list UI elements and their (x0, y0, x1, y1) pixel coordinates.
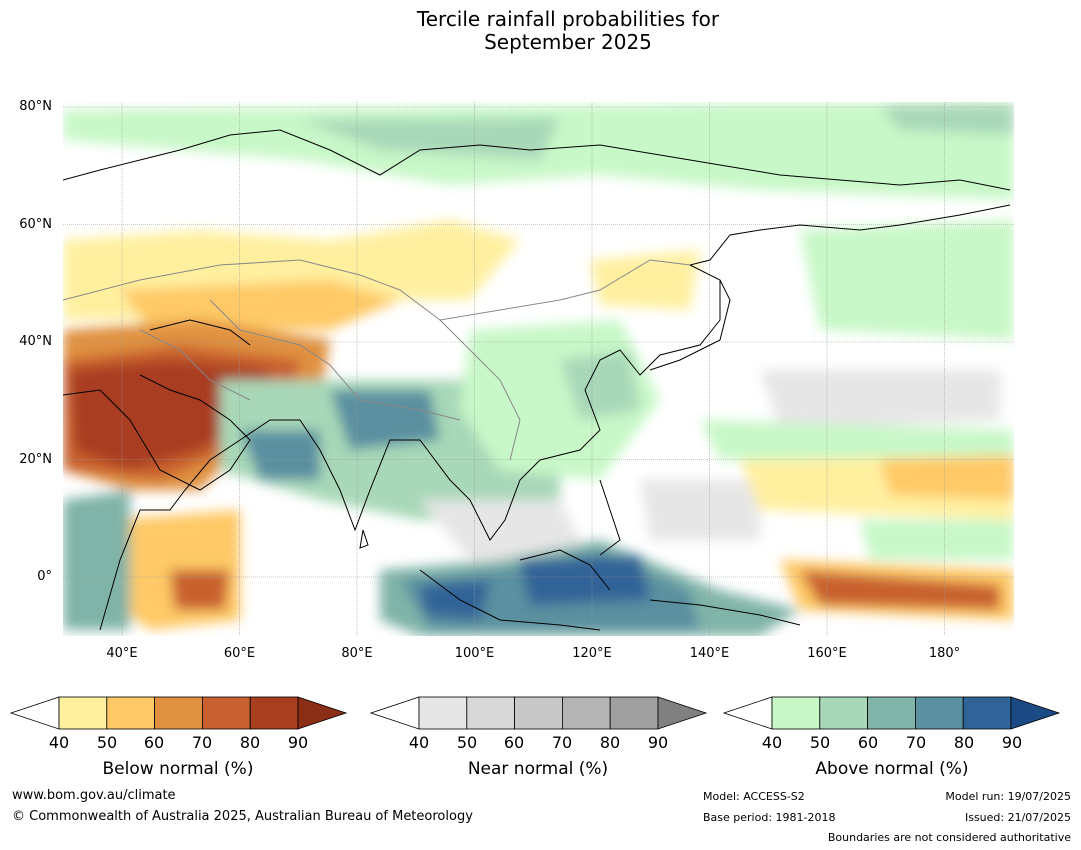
tick-near-90: 90 (647, 733, 669, 752)
lon-label-140e: 140°E (689, 646, 730, 661)
tick-above-40: 40 (761, 733, 783, 752)
colorbar-above-min-extension (722, 696, 773, 730)
tick-above-80: 80 (953, 733, 975, 752)
colorbar-below-segment (106, 696, 156, 730)
issued-date: Issued: 21/07/2025 (964, 811, 1071, 824)
lon-label-120e: 120°E (572, 646, 612, 661)
colorbar-below-normal (9, 696, 348, 730)
tick-near-50: 50 (456, 733, 478, 752)
gridlines (63, 102, 1014, 636)
coastlines (63, 129, 1011, 631)
tick-below-60: 60 (143, 733, 165, 752)
lat-label-20n: 20°N (19, 452, 52, 467)
lon-label-180: 180° (928, 646, 961, 661)
tick-above-60: 60 (857, 733, 879, 752)
colorbar-below-max-extension (297, 696, 348, 730)
boundaries-disclaimer: Boundaries are not considered authoritat… (827, 831, 1071, 844)
title-line-1: Tercile rainfall probabilities for (416, 7, 720, 31)
colorbar-near-normal (369, 696, 708, 730)
colorbar-near-segment (466, 696, 515, 730)
lat-label-60n: 60°N (19, 217, 52, 232)
lat-label-80n: 80°N (19, 99, 52, 114)
legend-title-below-normal: Below normal (%) (102, 759, 254, 779)
colorbar-below-min-extension (9, 696, 60, 730)
lat-label-40n: 40°N (19, 334, 52, 349)
colorbar-above-segment (771, 696, 821, 730)
title-line-2: September 2025 (484, 30, 652, 54)
probability-fields (63, 102, 1014, 636)
tick-above-90: 90 (1001, 733, 1023, 752)
colorbar-near-segment (562, 696, 611, 730)
lon-label-80e: 80°E (341, 646, 373, 661)
colorbar-above-normal (722, 696, 1061, 730)
colorbar-above-segment (819, 696, 868, 730)
legend-title-above-normal: Above normal (%) (815, 759, 969, 779)
colorbar-near-min-extension (369, 696, 420, 730)
lon-label-100e: 100°E (454, 646, 495, 661)
colorbar-below-segment (58, 696, 108, 730)
colorbar-above-segment (962, 696, 1012, 730)
colorbar-above-segment (915, 696, 964, 730)
colorbar-below-segment (201, 696, 251, 730)
legend-title-near-normal: Near normal (%) (467, 759, 609, 779)
copyright-notice: © Commonwealth of Australia 2025, Austra… (12, 809, 473, 824)
base-period: Base period: 1981-2018 (703, 811, 836, 824)
tick-below-40: 40 (48, 733, 70, 752)
tick-near-70: 70 (551, 733, 573, 752)
colorbar-near-segment (514, 696, 563, 730)
model-name: Model: ACCESS-S2 (703, 790, 805, 803)
lat-label-0: 0° (37, 569, 52, 584)
tick-above-70: 70 (905, 733, 927, 752)
colorbar-below-segment (249, 696, 299, 730)
legend-colorbars (9, 696, 1061, 730)
colorbar-near-max-extension (657, 696, 708, 730)
colorbar-above-max-extension (1010, 696, 1061, 730)
colorbar-above-segment (867, 696, 916, 730)
tick-below-80: 80 (239, 733, 261, 752)
country-boundaries (63, 259, 691, 461)
tick-below-90: 90 (287, 733, 309, 752)
colorbar-near-segment (609, 696, 659, 730)
chart-title: Tercile rainfall probabilities for Septe… (0, 8, 1081, 54)
tick-near-80: 80 (599, 733, 621, 752)
lon-label-40e: 40°E (106, 646, 138, 661)
tick-below-70: 70 (191, 733, 213, 752)
tick-above-50: 50 (809, 733, 831, 752)
tick-near-40: 40 (408, 733, 430, 752)
lon-label-160e: 160°E (807, 646, 847, 661)
probability-map (63, 102, 1014, 636)
lon-label-60e: 60°E (223, 646, 256, 661)
tick-near-60: 60 (503, 733, 525, 752)
tick-below-50: 50 (96, 733, 118, 752)
model-run-date: Model run: 19/07/2025 (945, 790, 1071, 803)
colorbar-near-segment (418, 696, 468, 730)
colorbar-below-segment (154, 696, 203, 730)
website-link[interactable]: www.bom.gov.au/climate (12, 788, 176, 803)
